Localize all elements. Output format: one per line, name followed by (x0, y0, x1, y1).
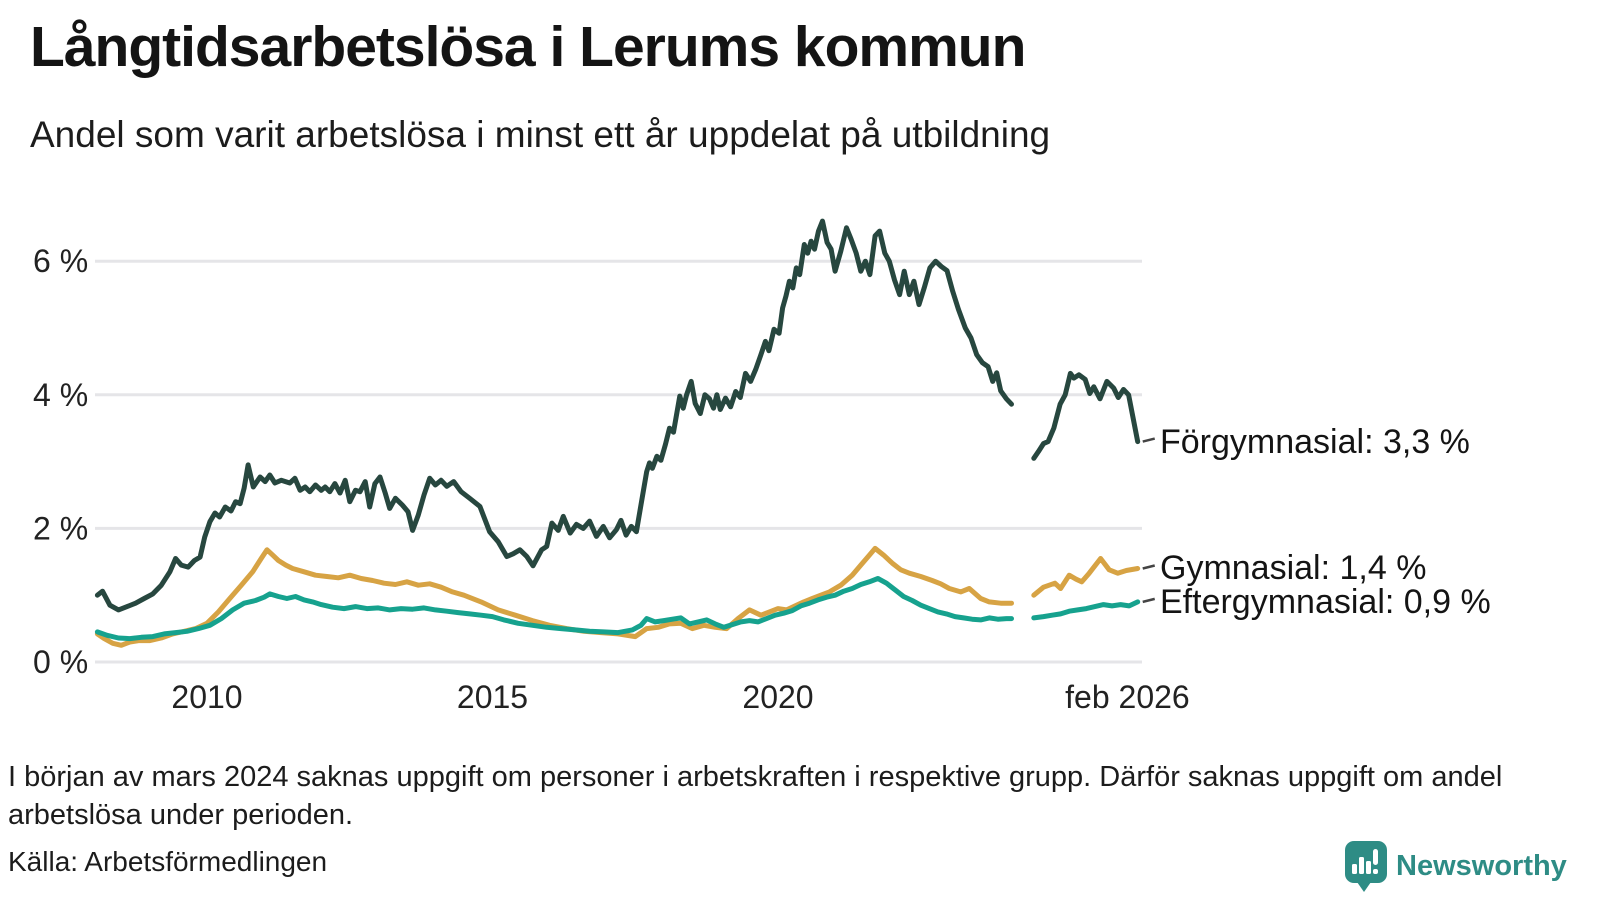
label-leader-line (1142, 437, 1156, 443)
y-axis-tick-label: 6 % (33, 243, 88, 279)
series-end-label-eftergymnasial: Eftergymnasial: 0,9 % (1160, 582, 1491, 621)
y-axis-tick-label: 0 % (33, 644, 88, 680)
page-title: Långtidsarbetslösa i Lerums kommun (30, 15, 1026, 79)
series-line-forgymnasial (94, 218, 1141, 613)
x-axis-tick-label: feb 2026 (1065, 679, 1190, 715)
footnote-text: I början av mars 2024 saknas uppgift om … (8, 761, 1503, 832)
x-axis-tick-label: 2020 (742, 679, 813, 715)
x-axis-tick-label: 2010 (171, 679, 242, 715)
branding: Newsworthy (1344, 840, 1567, 892)
series-line-eftergymnasial (94, 576, 1141, 642)
label-leader-line (1142, 564, 1156, 570)
newsworthy-logo-icon (1344, 840, 1388, 892)
source-text: Källa: Arbetsförmedlingen (8, 846, 328, 877)
brand-name: Newsworthy (1396, 849, 1567, 882)
series-end-label-gymnasial: Gymnasial: 1,4 % (1160, 549, 1427, 588)
label-leader-line (1142, 597, 1156, 604)
page-subtitle: Andel som varit arbetslösa i minst ett å… (30, 114, 1051, 155)
y-axis-tick-label: 4 % (33, 377, 88, 413)
x-axis-tick-label: 2015 (457, 679, 528, 715)
series-end-label-forgymnasial: Förgymnasial: 3,3 % (1160, 422, 1470, 461)
y-axis-tick-label: 2 % (33, 510, 88, 546)
